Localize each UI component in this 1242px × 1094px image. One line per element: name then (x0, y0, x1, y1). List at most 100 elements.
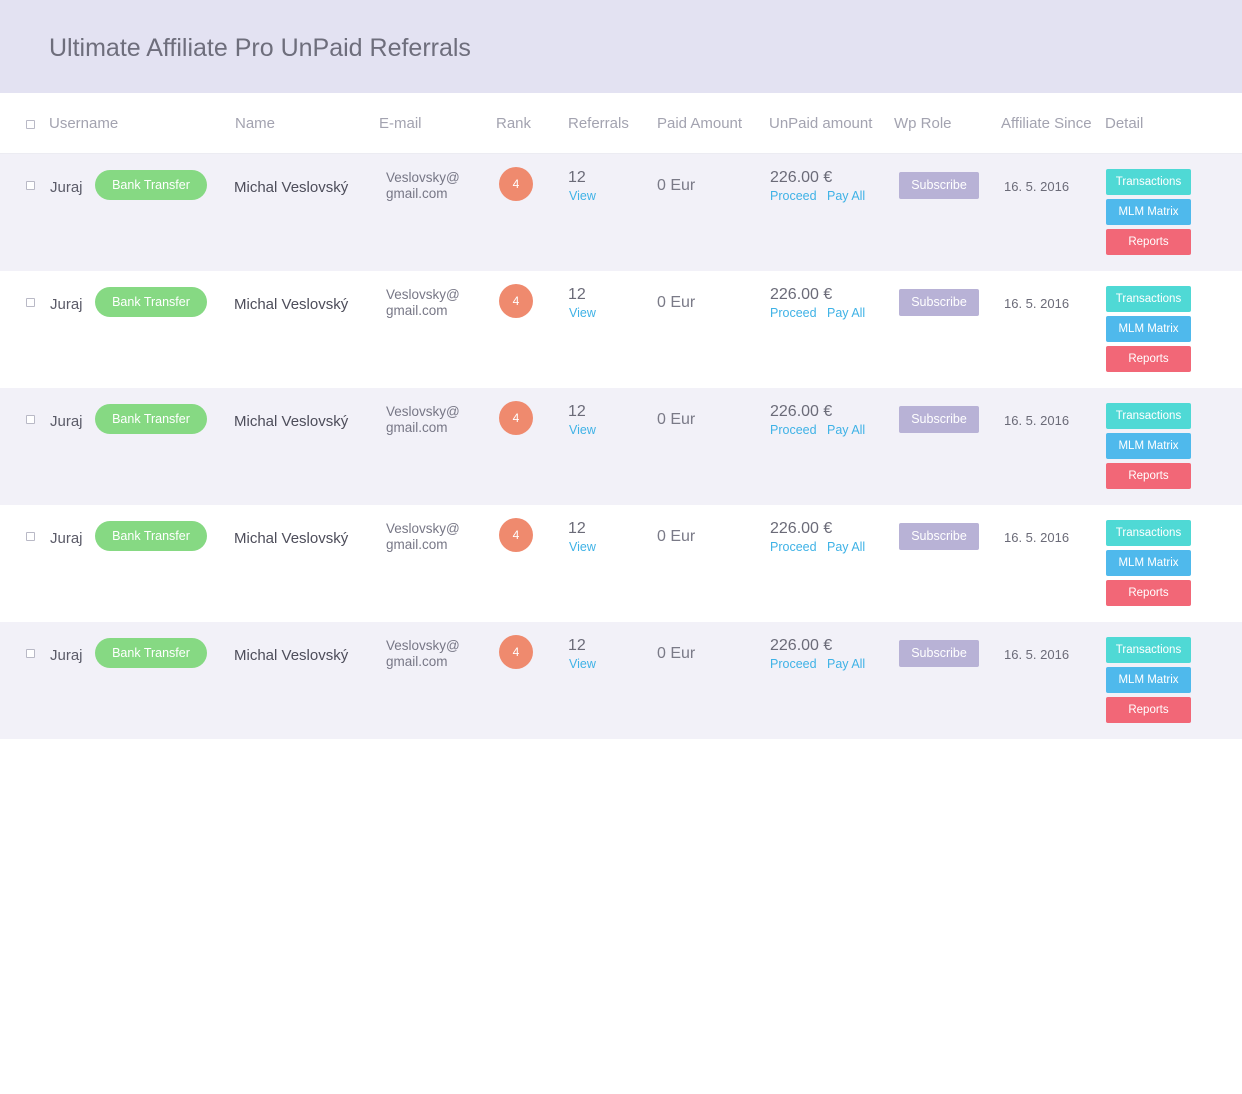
pay-all-link[interactable]: Pay All (827, 423, 866, 437)
email-line-1: Veslovsky@ (386, 404, 460, 419)
header-username[interactable]: Username (49, 115, 119, 132)
paid-amount: 0 Eur (657, 177, 696, 194)
header-referrals[interactable]: Referrals (568, 115, 629, 132)
payment-method-badge[interactable]: Bank Transfer (95, 404, 207, 434)
paid-amount: 0 Eur (657, 411, 696, 428)
reports-button[interactable]: Reports (1106, 697, 1191, 723)
unpaid-amount: 226.00 € (770, 403, 833, 420)
affiliate-name: Michal Veslovský (234, 179, 349, 196)
paid-amount: 0 Eur (657, 645, 696, 662)
email-line-2: gmail.com (386, 186, 448, 201)
header-wp-role[interactable]: Wp Role (894, 115, 952, 132)
transactions-button[interactable]: Transactions (1106, 286, 1191, 312)
view-referrals-link[interactable]: View (569, 540, 596, 554)
view-referrals-link[interactable]: View (569, 189, 596, 203)
referrals-table: Username Name E-mail Rank Referrals Paid… (0, 93, 1242, 739)
header-name[interactable]: Name (235, 115, 276, 132)
mlm-matrix-button[interactable]: MLM Matrix (1106, 667, 1191, 693)
referrals-count: 12 (568, 637, 586, 654)
affiliate-since-date: 16. 5. 2016 (1004, 179, 1070, 194)
proceed-link[interactable]: Proceed (770, 306, 817, 320)
payment-method-badge[interactable]: Bank Transfer (95, 170, 207, 200)
row-checkbox[interactable] (26, 649, 35, 658)
table-header: Username Name E-mail Rank Referrals Paid… (0, 93, 1242, 154)
reports-button[interactable]: Reports (1106, 463, 1191, 489)
proceed-link[interactable]: Proceed (770, 657, 817, 671)
wp-role-badge[interactable]: Subscribe (899, 523, 979, 550)
row-checkbox[interactable] (26, 532, 35, 541)
mlm-matrix-button[interactable]: MLM Matrix (1106, 316, 1191, 342)
rank-badge: 4 (499, 401, 533, 435)
referrals-count: 12 (568, 169, 586, 186)
row-checkbox[interactable] (26, 415, 35, 424)
header-detail: Detail (1105, 115, 1144, 132)
transactions-button[interactable]: Transactions (1106, 637, 1191, 663)
table-row: Juraj Bank Transfer Michal Veslovský Ves… (0, 388, 1242, 505)
wp-role-badge[interactable]: Subscribe (899, 172, 979, 199)
header-email[interactable]: E-mail (379, 115, 422, 132)
pay-all-link[interactable]: Pay All (827, 657, 866, 671)
affiliate-since-date: 16. 5. 2016 (1004, 296, 1070, 311)
pay-all-link[interactable]: Pay All (827, 306, 866, 320)
mlm-matrix-button[interactable]: MLM Matrix (1106, 550, 1191, 576)
header-affiliate-since[interactable]: Affiliate Since (1001, 115, 1092, 132)
reports-button[interactable]: Reports (1106, 229, 1191, 255)
pay-all-link[interactable]: Pay All (827, 189, 866, 203)
affiliate-email: Veslovsky@ gmail.com (386, 287, 460, 319)
username-link[interactable]: Juraj (50, 530, 83, 547)
transactions-button[interactable]: Transactions (1106, 403, 1191, 429)
proceed-link[interactable]: Proceed (770, 540, 817, 554)
table-row: Juraj Bank Transfer Michal Veslovský Ves… (0, 622, 1242, 739)
email-line-2: gmail.com (386, 537, 448, 552)
row-checkbox[interactable] (26, 181, 35, 190)
username-link[interactable]: Juraj (50, 296, 83, 313)
payment-method-badge[interactable]: Bank Transfer (95, 638, 207, 668)
header-rank[interactable]: Rank (496, 115, 532, 132)
wp-role-badge[interactable]: Subscribe (899, 640, 979, 667)
page-title: Ultimate Affiliate Pro UnPaid Referrals (49, 34, 471, 62)
pay-all-link[interactable]: Pay All (827, 540, 866, 554)
unpaid-amount: 226.00 € (770, 637, 833, 654)
unpaid-amount: 226.00 € (770, 520, 833, 537)
rank-badge: 4 (499, 167, 533, 201)
reports-button[interactable]: Reports (1106, 346, 1191, 372)
transactions-button[interactable]: Transactions (1106, 169, 1191, 195)
affiliate-email: Veslovsky@ gmail.com (386, 638, 460, 670)
mlm-matrix-button[interactable]: MLM Matrix (1106, 199, 1191, 225)
affiliate-since-date: 16. 5. 2016 (1004, 413, 1070, 428)
view-referrals-link[interactable]: View (569, 657, 596, 671)
username-link[interactable]: Juraj (50, 179, 83, 196)
wp-role-badge[interactable]: Subscribe (899, 406, 979, 433)
mlm-matrix-button[interactable]: MLM Matrix (1106, 433, 1191, 459)
affiliate-name: Michal Veslovský (234, 296, 349, 313)
paid-amount: 0 Eur (657, 528, 696, 545)
proceed-link[interactable]: Proceed (770, 423, 817, 437)
wp-role-badge[interactable]: Subscribe (899, 289, 979, 316)
paid-amount: 0 Eur (657, 294, 696, 311)
unpaid-amount: 226.00 € (770, 286, 833, 303)
header-unpaid-amount[interactable]: UnPaid amount (769, 115, 873, 132)
header-paid-amount[interactable]: Paid Amount (657, 115, 743, 132)
proceed-link[interactable]: Proceed (770, 189, 817, 203)
username-link[interactable]: Juraj (50, 647, 83, 664)
username-link[interactable]: Juraj (50, 413, 83, 430)
email-line-2: gmail.com (386, 654, 448, 669)
select-all-checkbox[interactable] (26, 120, 35, 129)
referrals-count: 12 (568, 403, 586, 420)
transactions-button[interactable]: Transactions (1106, 520, 1191, 546)
email-line-1: Veslovsky@ (386, 170, 460, 185)
email-line-1: Veslovsky@ (386, 521, 460, 536)
rank-badge: 4 (499, 635, 533, 669)
affiliate-name: Michal Veslovský (234, 647, 349, 664)
affiliate-email: Veslovsky@ gmail.com (386, 521, 460, 553)
view-referrals-link[interactable]: View (569, 423, 596, 437)
referrals-count: 12 (568, 286, 586, 303)
payment-method-badge[interactable]: Bank Transfer (95, 287, 207, 317)
row-checkbox[interactable] (26, 298, 35, 307)
view-referrals-link[interactable]: View (569, 306, 596, 320)
affiliate-email: Veslovsky@ gmail.com (386, 170, 460, 202)
payment-method-badge[interactable]: Bank Transfer (95, 521, 207, 551)
page-header: Ultimate Affiliate Pro UnPaid Referrals (0, 0, 1242, 93)
affiliate-name: Michal Veslovský (234, 413, 349, 430)
reports-button[interactable]: Reports (1106, 580, 1191, 606)
